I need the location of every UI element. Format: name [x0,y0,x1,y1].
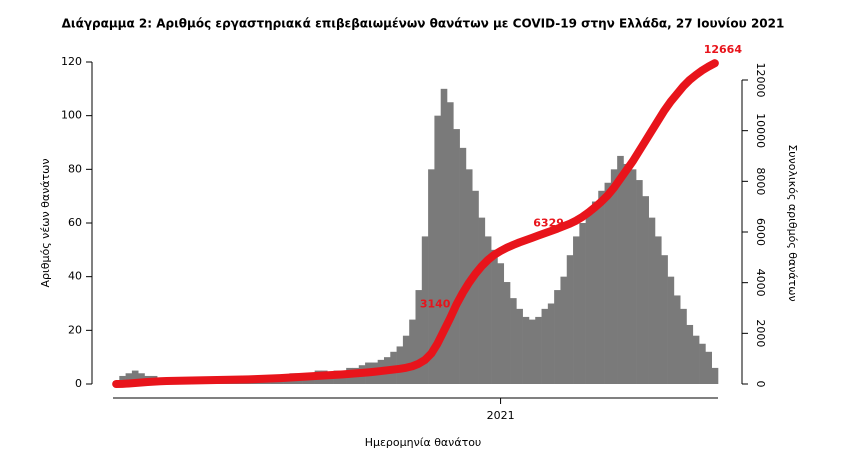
y-tick-label: 120 [61,55,82,68]
bar [484,236,492,384]
bar [661,255,668,384]
bar [573,236,580,384]
y2-tick-label: 10000 [754,113,767,148]
bar [686,324,694,384]
bar [705,351,712,384]
bar [648,217,656,384]
y2-tick-label: 0 [754,381,767,388]
bar [421,236,429,384]
bar [409,319,416,384]
bar [497,263,505,384]
bar [547,303,555,384]
bar [491,249,498,384]
bar [598,190,605,384]
x-tick-label: 2021 [487,409,515,422]
value-label: 6329 [533,217,564,230]
bar [636,180,643,384]
x-axis-label: Ημερομηνία θανάτου [365,436,482,449]
bar [699,343,706,384]
bar [642,196,649,384]
bar [125,373,133,384]
bar [579,223,586,384]
cumulative-line [112,59,719,388]
bar [440,88,448,384]
bar [522,316,530,384]
bar [667,276,675,384]
bar [428,169,435,384]
y-axis-label: Αριθμός νέων θανάτων [39,159,52,288]
bar [447,102,454,384]
bar [585,209,593,384]
y-tick-label: 20 [68,323,82,336]
y2-axis-label: Συνολικός αριθμός θανάτων [786,144,799,301]
bar [516,308,523,384]
bar [453,129,460,384]
y-tick-label: 80 [68,162,82,175]
bar [591,201,599,384]
y2-tick-label: 2000 [754,319,767,347]
value-label: 3140 [420,297,451,310]
bar [415,290,423,384]
y2-tick-label: 8000 [754,167,767,195]
bar [478,217,486,384]
bar [459,147,467,384]
bar [692,335,700,384]
y2-tick-label: 6000 [754,218,767,246]
bar [554,290,561,384]
y2-tick-label: 4000 [754,269,767,297]
bar [617,155,624,384]
bar [566,255,574,384]
bar [623,163,631,384]
chart-title: Διάγραμμα 2: Αριθμός εργαστηριακά επιβεβ… [62,17,785,31]
bar [541,308,549,384]
bar [629,169,637,384]
bar [560,276,568,384]
y2-tick-label: 12000 [754,63,767,98]
bar [472,190,479,384]
y-tick-label: 60 [68,216,82,229]
bar [510,298,517,384]
bar [711,367,719,384]
bar [535,316,542,384]
bar [503,282,511,384]
y-tick-label: 0 [75,377,82,390]
bar [680,308,687,384]
bar [528,319,536,384]
y-tick-label: 40 [68,270,82,283]
y-tick-label: 100 [61,109,82,122]
bar [673,295,681,384]
bar [434,115,442,385]
bar [131,370,139,384]
bar [604,182,612,384]
bar [610,169,618,384]
bar [654,236,662,384]
bar [402,335,410,384]
value-label: 12664 [704,43,743,56]
